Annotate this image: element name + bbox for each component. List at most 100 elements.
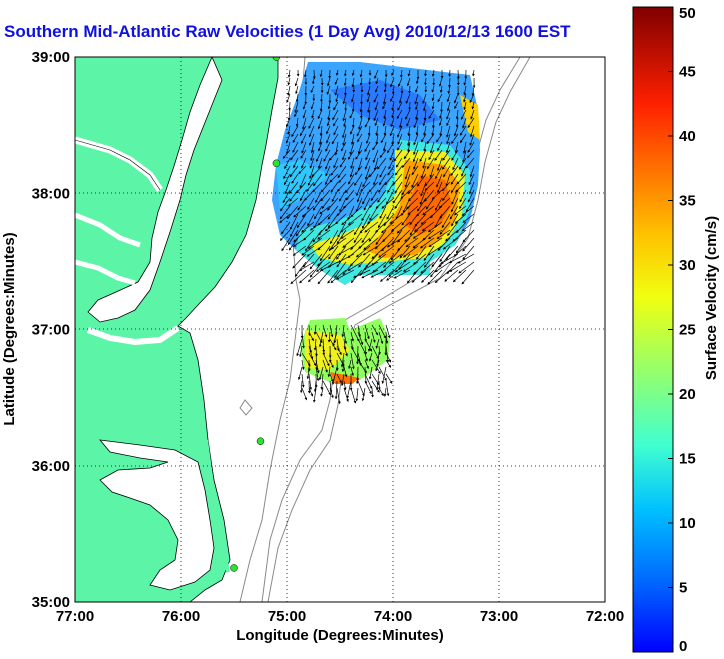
velocity-arrow [428,109,435,119]
velocity-arrow [290,269,307,285]
velocity-arrow [389,125,395,137]
velocity-arrow [416,245,427,260]
velocity-arrow [364,117,371,128]
velocity-arrow [412,237,427,249]
velocity-arrow [293,229,307,243]
velocity-arrow [332,331,338,347]
velocity-arrow [392,189,403,204]
grid-lines [75,57,605,602]
velocity-arrow [292,141,299,153]
velocity-arrow [383,253,395,269]
velocity-arrow [442,189,451,201]
velocity-arrow [381,366,387,385]
velocity-arrow [301,205,315,218]
velocity-arrow [349,109,355,119]
velocity-arrow [383,109,387,120]
velocity-arrow [282,189,291,204]
velocity-arrow [333,101,339,111]
velocity-arrow [290,213,299,230]
velocity-arrow [287,229,299,246]
velocity-arrow [371,359,381,374]
velocity-arrow [350,331,354,342]
velocity-arrow [409,221,419,236]
velocity-arrow [318,133,323,146]
velocity-arrow [344,85,347,96]
velocity-arrow [467,141,475,153]
velocity-arrow [337,253,355,263]
colorbar-tick-label: 10 [679,515,696,532]
velocity-arrow [301,331,305,349]
velocity-arrow [390,77,395,88]
velocity-arrow [424,77,427,86]
velocity-arrow [279,213,291,224]
velocity-arrow [330,269,347,284]
velocity-arrow [419,237,435,249]
x-tick-label: 72:00 [586,608,624,625]
velocity-arrow [307,173,315,186]
velocity-arrow [454,141,459,154]
velocity-arrow [347,261,363,271]
velocity-arrow [364,352,368,362]
velocity-arrow [388,261,403,278]
velocity-arrow [371,253,387,266]
velocity-arrow [351,101,355,113]
velocity-arrow [415,85,419,93]
velocity-arrow [371,345,379,360]
velocity-arrow [417,197,427,212]
velocity-arrow [288,197,299,207]
velocity-arrow [357,338,366,355]
velocity-arrow [436,173,443,188]
velocity-arrow [451,133,459,145]
velocity-arrow [312,387,317,403]
velocity-arrow [324,221,339,232]
velocity-arrow [301,221,315,233]
velocity-arrow [436,229,451,240]
velocity-arrow [367,101,371,113]
velocity-arrow [300,149,307,159]
velocity-arrow [378,366,387,382]
velocity-arrow [454,93,459,104]
velocity-arrow [406,117,411,127]
velocity-arrow [330,181,339,193]
velocity-arrow [455,117,459,128]
velocity-arrow [322,380,331,396]
velocity-arrow [406,197,419,210]
velocity-arrow [304,189,315,201]
velocity-arrow [350,125,355,135]
velocity-arrow [430,141,435,154]
x-axis-label: Longitude (Degrees:Minutes) [236,627,444,644]
velocity-arrow [290,149,299,161]
velocity-arrow [319,69,323,78]
velocity-arrow [400,69,403,78]
velocity-arrow [302,109,307,119]
velocity-arrow [383,125,387,136]
velocity-arrow [319,101,323,112]
velocity-arrow [343,77,347,87]
velocity-arrow [327,205,339,220]
velocity-arrow [392,173,403,186]
velocity-arrow [391,229,403,246]
velocity-arrow [440,101,443,113]
velocity-arrow [307,237,323,249]
velocity-arrow [322,359,328,373]
velocity-arrow [313,338,317,351]
velocity-arrow [462,149,467,164]
velocity-arrow [313,213,323,229]
velocity-arrow [404,165,411,180]
velocity-arrow [385,345,390,363]
velocity-arrow [367,125,371,136]
velocity-arrow [375,85,379,93]
velocity-arrow [357,324,361,338]
velocity-arrow [387,165,395,176]
velocity-arrow [371,380,380,393]
velocity-arrow [349,141,355,156]
velocity-arrow [369,165,379,178]
velocity-arrow [306,245,323,257]
velocity-arrow [299,261,315,271]
velocity-arrow [373,157,379,171]
velocity-arrow [370,269,387,278]
velocity-arrow [371,324,379,336]
velocity-arrow [293,157,299,169]
velocity-arrow [397,141,403,151]
velocity-arrow [422,93,427,104]
